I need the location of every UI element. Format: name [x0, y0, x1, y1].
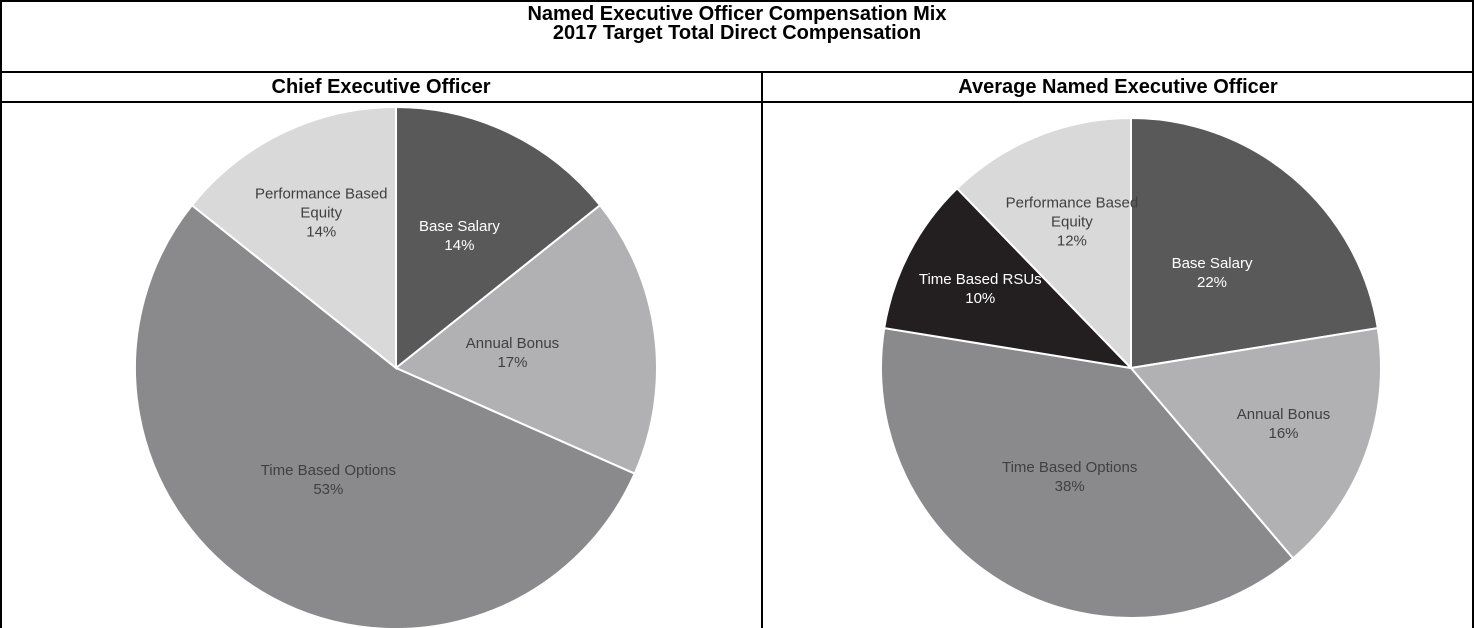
slice-name: Time Based Options [260, 461, 397, 479]
title: Named Executive Officer Compensation Mix [527, 3, 947, 25]
slice-label: Base Salary 14% [419, 217, 500, 255]
slice-name: Base Salary [1171, 254, 1253, 272]
slice-value: 16% [1268, 425, 1299, 443]
slice-label: Annual Bonus 16% [1237, 405, 1330, 443]
border [0, 71, 1474, 73]
pie-slice [880, 326, 1295, 619]
slice-label: Performance Based Equity 12% [997, 194, 1147, 251]
slice-name: Performance Based Equity [254, 185, 388, 222]
slice-label: Time Based Options 38% [1002, 458, 1137, 496]
slice-value: 53% [313, 480, 344, 498]
slice-value: 22% [1197, 273, 1228, 291]
border [0, 0, 1474, 2]
slice-value: 38% [1054, 477, 1085, 495]
slice-value: 10% [965, 290, 996, 308]
slice-name: Base Salary [418, 218, 500, 236]
pie-slice [394, 203, 658, 475]
slice-label: Base Salary 22% [1172, 254, 1253, 292]
pie-slice [1130, 116, 1379, 370]
border [0, 0, 2, 628]
slice-value: 14% [306, 223, 337, 241]
slice-name: Performance Based Equity [1005, 194, 1139, 231]
pie-slice [395, 105, 602, 371]
chart-title: Average Named Executive Officer [958, 76, 1278, 98]
border [761, 71, 763, 628]
slice-value: 14% [444, 237, 475, 255]
slice-label: Annual Bonus 17% [466, 334, 559, 372]
slice-value: 17% [497, 353, 528, 371]
pie-slice [1129, 326, 1382, 560]
slice-label: Time Based Options 53% [261, 461, 396, 499]
slice-name: Time Based RSUs [918, 271, 1042, 289]
pie-slice [190, 105, 397, 371]
slice-label: Time Based RSUs 10% [919, 270, 1042, 308]
border [0, 101, 1474, 103]
slice-name: Annual Bonus [1236, 406, 1331, 424]
slice-name: Time Based Options [1001, 458, 1138, 476]
chart-title: Chief Executive Officer [271, 76, 491, 98]
pie-slice [134, 203, 636, 628]
pie-slice [955, 116, 1132, 371]
slice-value: 12% [1056, 232, 1087, 250]
border [1472, 0, 1474, 628]
pie-slice [883, 186, 1134, 370]
slice-name: Annual Bonus [465, 334, 560, 352]
subtitle: 2017 Target Total Direct Compensation [552, 22, 922, 44]
slice-label: Performance Based Equity 14% [246, 184, 396, 241]
